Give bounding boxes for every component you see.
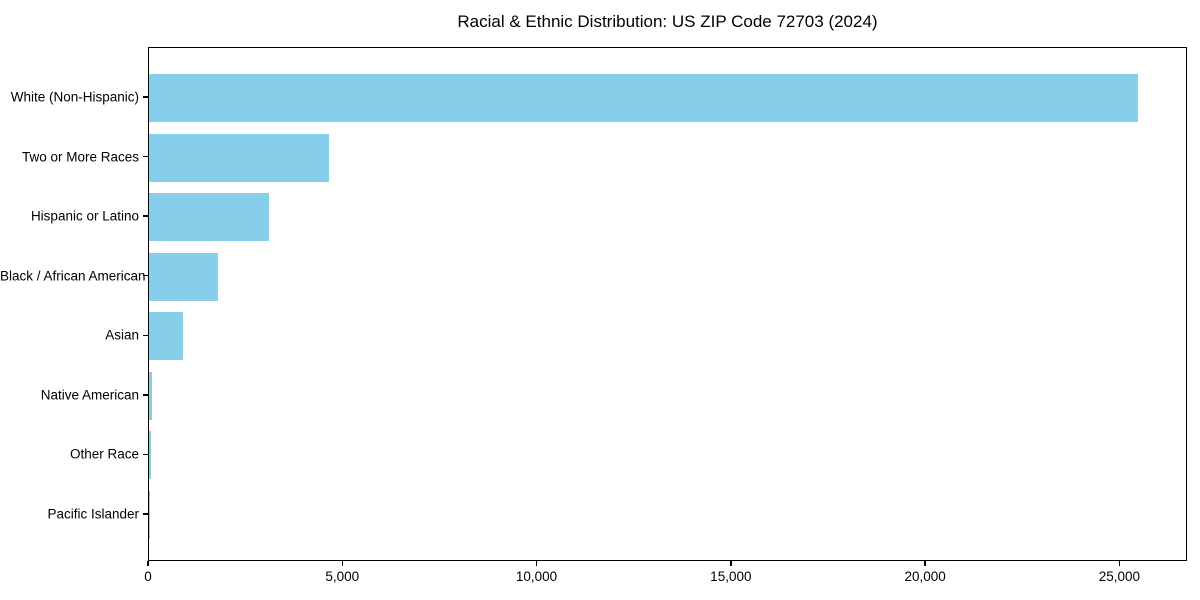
y-tick-label-two-or-more-races: Two or More Races [21,149,139,165]
bar-native-american [149,371,152,420]
x-axis-tick [341,561,344,566]
bar-asian [149,312,183,361]
y-axis-tick [143,96,148,98]
y-axis-tick [143,513,148,515]
bar-other-race [149,431,151,480]
x-tick-label-20-000: 20,000 [904,569,946,584]
y-tick-label-black-african-american: Black / African American [0,268,146,284]
x-axis-tick [535,561,538,566]
y-axis-tick [143,453,148,456]
x-tick-label-0: 0 [144,569,152,584]
bar-two-or-more-races [149,133,329,182]
y-axis-tick [143,334,148,337]
y-tick-label-asian: Asian [105,327,139,343]
y-tick-label-white-non-hispanic: White (Non-Hispanic) [10,89,139,105]
x-tick-label-5-000: 5,000 [325,569,360,584]
bar-black-african-american [149,252,219,301]
x-tick-label-15-000: 15,000 [710,569,752,584]
y-tick-label-hispanic-or-latino: Hispanic or Latino [30,208,139,224]
y-axis-tick [143,215,148,217]
y-axis-tick [143,394,148,396]
bar-hispanic-or-latino [149,193,270,242]
y-tick-label-other-race: Other Race [69,446,139,462]
x-axis-tick [924,561,926,566]
y-tick-label-native-american: Native American [40,387,139,403]
x-axis-tick [730,561,732,566]
y-axis-tick [143,155,148,158]
x-tick-label-10-000: 10,000 [515,569,558,584]
x-tick-label-25-000: 25,000 [1098,569,1141,584]
y-axis-tick [143,274,148,277]
chart-title: Racial & Ethnic Distribution: US ZIP Cod… [457,12,878,31]
bar-white-non-hispanic [149,74,1138,122]
plot-area [148,47,1187,561]
y-tick-label-pacific-islander: Pacific Islander [47,506,139,522]
x-axis-tick [147,561,149,566]
x-axis-tick [1118,561,1121,566]
